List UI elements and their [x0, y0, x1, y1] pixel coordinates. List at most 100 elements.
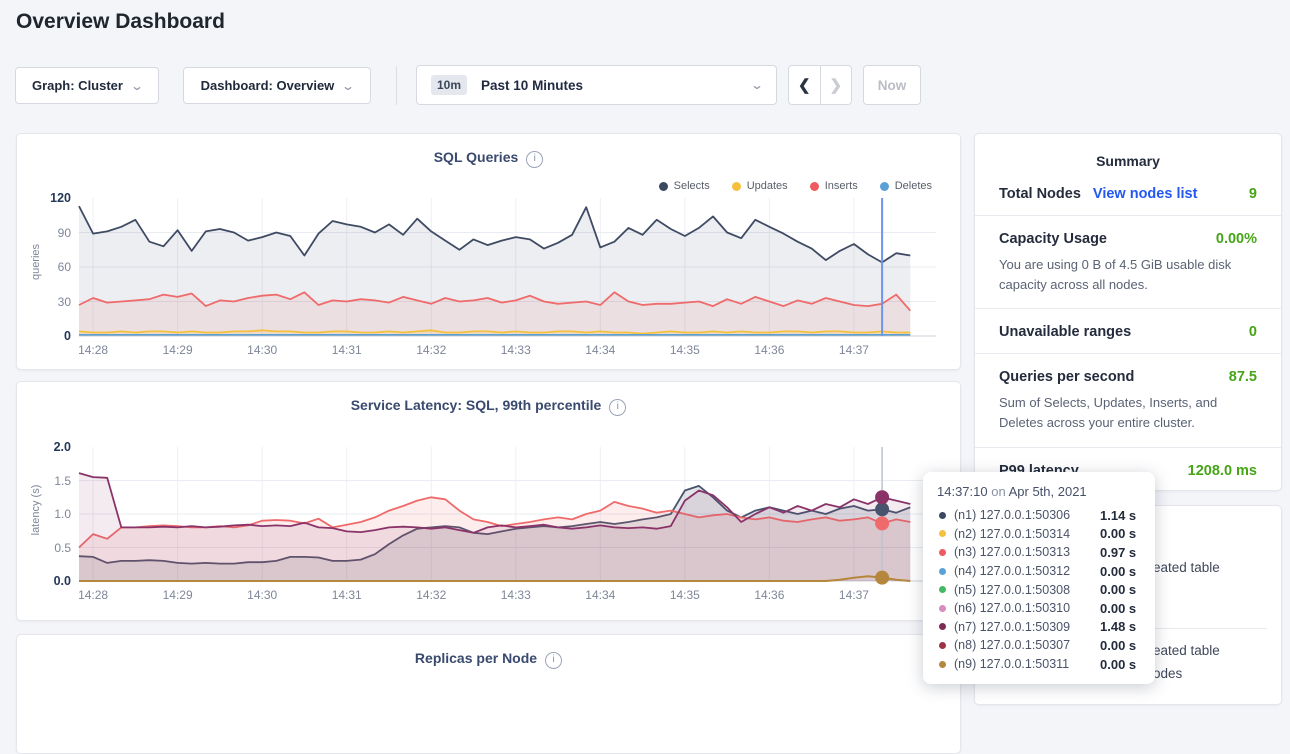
graph-dropdown[interactable]: Graph: Cluster ⌄	[15, 67, 159, 104]
time-prev-button[interactable]: ❮	[789, 66, 820, 104]
x-axis-tick: 14:33	[500, 588, 531, 602]
tooltip-row: (n2) 127.0.0.1:50314 0.00 s	[937, 525, 1141, 544]
tooltip-node-label: (n6) 127.0.0.1:50310	[954, 601, 1071, 616]
hover-point-n9	[875, 570, 890, 585]
tooltip-node-value: 0.00 s	[1100, 656, 1137, 672]
summary-row-label: Unavailable ranges	[999, 324, 1132, 341]
summary-row-value: 87.5	[1228, 369, 1257, 386]
time-range-dropdown[interactable]: 10m Past 10 Minutes ⌄	[416, 65, 777, 105]
tooltip-node-label: (n9) 127.0.0.1:50311	[954, 657, 1070, 672]
x-axis-tick: 14:32	[416, 343, 447, 357]
y-axis-tick: 0	[64, 329, 71, 343]
tooltip-node-value: 0.00 s	[1100, 526, 1137, 542]
replicas-per-node-title: Replicas per Node	[414, 650, 538, 666]
tooltip-row: (n3) 127.0.0.1:50313 0.97 s	[937, 543, 1141, 562]
chart-title: Service Latency: SQL, 99th percentile i	[17, 382, 960, 416]
summary-row-value: 0.00%	[1215, 231, 1257, 247]
event-item-fragment: eated table	[1153, 643, 1220, 658]
tooltip-node-label: (n7) 127.0.0.1:50309	[954, 619, 1071, 634]
node-color-dot-icon	[939, 586, 946, 594]
graph-dropdown-label: Graph: Cluster	[31, 78, 123, 93]
view-nodes-list-link[interactable]: View nodes list	[1092, 186, 1198, 202]
info-icon[interactable]: i	[526, 151, 544, 168]
summary-row-subtext: You are using 0 B of 4.5 GiB usable disk…	[999, 257, 1232, 293]
legend-label: Inserts	[824, 180, 858, 192]
x-axis-tick: 14:34	[585, 588, 616, 602]
y-axis-tick: 0.5	[54, 540, 71, 555]
x-axis-tick: 14:35	[669, 588, 700, 602]
x-axis-tick: 14:28	[78, 588, 109, 602]
y-axis-tick: 60	[57, 260, 71, 274]
service-latency-card: Service Latency: SQL, 99th percentile i l…	[16, 381, 961, 621]
legend-label: Deletes	[894, 180, 932, 192]
tooltip-on-word: on	[991, 484, 1006, 499]
tooltip-node-label: (n8) 127.0.0.1:50307	[954, 638, 1071, 653]
tooltip-node-label: (n3) 127.0.0.1:50313	[954, 545, 1071, 560]
time-range-badge: 10m	[431, 75, 468, 95]
legend-item-selects[interactable]: Selects	[658, 180, 710, 192]
legend-item-inserts[interactable]: Inserts	[809, 180, 858, 192]
y-axis-tick: 1.0	[54, 507, 71, 521]
summary-row-subtext: Sum of Selects, Updates, Inserts, and De…	[999, 395, 1218, 431]
tooltip-row: (n8) 127.0.0.1:50307 0.00 s	[937, 636, 1141, 655]
chevron-right-icon: ❯	[829, 77, 843, 94]
x-axis-tick: 14:31	[331, 588, 362, 602]
legend-dot-icon	[879, 181, 889, 191]
x-axis-tick: 14:35	[669, 343, 700, 357]
chart-tooltip: 14:37:10 on Apr 5th, 2021 (n1) 127.0.0.1…	[923, 472, 1155, 684]
tooltip-date: Apr 5th, 2021	[1008, 484, 1087, 499]
summary-row-value: 1208.0 ms	[1187, 462, 1257, 479]
now-button[interactable]: Now	[863, 65, 921, 105]
y-axis-tick: 0.0	[53, 574, 71, 588]
info-icon[interactable]: i	[545, 652, 563, 669]
y-axis-tick: 120	[50, 191, 71, 205]
legend-item-deletes[interactable]: Deletes	[879, 180, 932, 192]
x-axis-tick: 14:34	[585, 343, 616, 357]
tooltip-node-value: 0.97 s	[1100, 544, 1137, 560]
tooltip-row: (n4) 127.0.0.1:50312 0.00 s	[937, 562, 1141, 581]
node-color-dot-icon	[939, 660, 946, 668]
hover-point-n1	[875, 502, 890, 517]
chevron-left-icon: ❮	[797, 77, 811, 94]
sql-queries-plot[interactable]	[78, 198, 936, 337]
chart-legend: Selects Updates Inserts Deletes	[658, 180, 932, 192]
tooltip-timestamp: 14:37:10 on Apr 5th, 2021	[937, 484, 1141, 499]
y-axis-tick: 1.5	[54, 473, 71, 488]
service-latency-title: Service Latency: SQL, 99th percentile	[350, 397, 602, 413]
x-axis-tick: 14:29	[162, 343, 193, 357]
node-color-dot-icon	[939, 511, 946, 519]
summary-row-label: Capacity Usage	[999, 231, 1107, 247]
service-latency-plot[interactable]	[78, 447, 936, 585]
x-axis-tick: 14:31	[331, 343, 362, 357]
summary-row-queries-per-second: Queries per second 87.5 Sum of Selects, …	[975, 354, 1281, 448]
tooltip-node-value: 0.00 s	[1100, 582, 1137, 598]
tooltip-row: (n1) 127.0.0.1:50306 1.14 s	[937, 506, 1141, 525]
summary-row-value: 9	[1248, 186, 1257, 202]
chevron-down-icon: ⌄	[341, 78, 356, 93]
hover-point-n3	[875, 516, 890, 531]
tooltip-node-label: (n1) 127.0.0.1:50306	[954, 508, 1071, 523]
summary-title: Summary	[1096, 153, 1160, 169]
tooltip-node-label: (n5) 127.0.0.1:50308	[954, 582, 1071, 597]
tooltip-node-value: 1.48 s	[1100, 619, 1137, 635]
info-icon[interactable]: i	[609, 399, 627, 416]
summary-row-label: Queries per second	[999, 369, 1135, 386]
overview-dashboard-page: Overview Dashboard Graph: Cluster ⌄ Dash…	[15, 10, 1282, 754]
tooltip-row: (n6) 127.0.0.1:50310 0.00 s	[937, 599, 1141, 618]
summary-row-total-nodes: Total Nodes View nodes list 9	[975, 171, 1281, 216]
chevron-down-icon: ⌄	[129, 78, 145, 93]
tooltip-row: (n5) 127.0.0.1:50308 0.00 s	[937, 580, 1141, 599]
hover-point-n7	[875, 490, 890, 505]
tooltip-node-label: (n2) 127.0.0.1:50314	[954, 526, 1071, 541]
summary-row-unavailable-ranges: Unavailable ranges 0	[975, 309, 1281, 355]
time-step-buttons: ❮ ❯	[788, 65, 852, 105]
node-color-dot-icon	[939, 530, 946, 538]
controls-divider	[396, 66, 397, 105]
dashboard-dropdown[interactable]: Dashboard: Overview ⌄	[183, 67, 371, 104]
time-next-button[interactable]: ❯	[819, 66, 852, 104]
y-axis-tick: 30	[57, 294, 71, 309]
legend-item-updates[interactable]: Updates	[731, 180, 788, 192]
x-axis-tick: 14:36	[754, 588, 785, 602]
tooltip-row: (n7) 127.0.0.1:50309 1.48 s	[937, 618, 1141, 637]
event-item-fragment: odes	[1153, 666, 1183, 681]
